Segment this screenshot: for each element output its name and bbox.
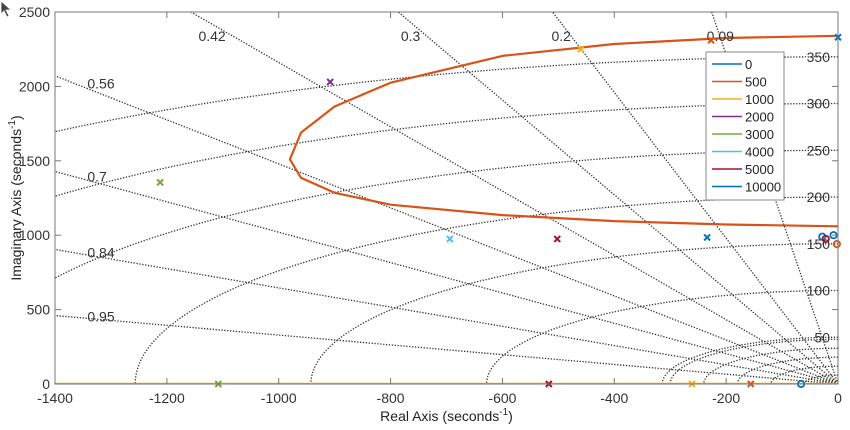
axes-box <box>54 11 839 385</box>
legend-label: 3000 <box>745 127 774 142</box>
damping-grid-label: 0.84 <box>87 244 114 260</box>
damping-grid-line <box>397 12 838 384</box>
frequency-grid-label: 50 <box>814 329 830 345</box>
x-tick-label: -800 <box>377 390 405 406</box>
damping-grid-line <box>55 314 838 384</box>
x-axis-label: Real Axis (seconds-1) <box>380 407 513 424</box>
damping-grid-line <box>55 170 838 384</box>
locus-branch-500 <box>288 34 838 228</box>
frequency-grid-arc <box>310 243 838 384</box>
frequency-grid-label: 100 <box>807 283 831 299</box>
y-tick-label: 1500 <box>19 153 50 169</box>
pole-marker <box>156 178 164 187</box>
legend-box <box>705 51 785 201</box>
frequency-grid-arc <box>55 102 838 197</box>
frequency-grid-arc <box>703 347 838 384</box>
cursor-arrow-icon <box>0 0 13 18</box>
legend: 0 500 1000 2000 3000 4000 5000 10000 <box>705 51 785 201</box>
plot-area <box>55 12 838 384</box>
damping-grid-label: 0.95 <box>87 308 114 324</box>
y-axis-label: Imaginary Axis (seconds-1) <box>7 115 24 280</box>
damping-grid-label: 0.56 <box>87 76 114 92</box>
frequency-grid-arc <box>770 365 838 384</box>
pole-marker <box>703 233 711 242</box>
x-tick-label: -1200 <box>149 390 185 406</box>
damping-grid-label: 0.7 <box>87 169 107 185</box>
pole-marker <box>577 45 585 53</box>
x-tick-label: -600 <box>488 390 516 406</box>
x-tick-label: 0 <box>834 390 842 406</box>
legend-label: 5000 <box>745 162 774 177</box>
frequency-grid-label: 150 <box>807 236 831 252</box>
pole-marker <box>446 235 454 243</box>
frequency-grid-label: 350 <box>807 49 831 65</box>
frequency-grid-arc <box>485 289 838 384</box>
legend-label: 500 <box>745 75 767 90</box>
x-tick-label: -1000 <box>261 390 297 406</box>
legend-label: 0 <box>745 57 752 72</box>
x-tick-label: -400 <box>600 390 628 406</box>
damping-grid-line <box>552 12 838 384</box>
y-tick-label: 500 <box>27 302 51 318</box>
legend-label: 1000 <box>745 92 774 107</box>
x-tick-label: -200 <box>712 390 740 406</box>
frequency-grid-label: 300 <box>807 96 831 112</box>
legend-label: 2000 <box>745 110 774 125</box>
frequency-grid-arc <box>803 374 838 384</box>
legend-label: 10000 <box>745 180 781 195</box>
damping-grid-label: 0.09 <box>707 28 734 44</box>
legend-label: 4000 <box>745 145 774 160</box>
damping-grid-label: 0.3 <box>401 28 421 44</box>
y-tick-label: 0 <box>42 376 50 392</box>
y-tick-label: 2500 <box>19 4 50 20</box>
x-tick-label: -1400 <box>37 390 73 406</box>
damping-grid-line <box>55 75 838 384</box>
y-tick-label: 2000 <box>19 78 50 94</box>
zero-marker <box>821 234 830 244</box>
pole-marker <box>707 36 715 44</box>
frequency-grid-label: 250 <box>807 142 831 158</box>
zero-marker <box>832 240 841 249</box>
damping-grid-line <box>55 248 838 384</box>
frequency-grid-arc <box>55 149 838 279</box>
frequency-grid-label: 200 <box>807 189 831 205</box>
pole-marker <box>553 235 561 243</box>
damping-grid-label: 0.2 <box>551 28 571 44</box>
pole-marker <box>326 78 334 86</box>
damping-grid-label: 0.42 <box>198 28 225 44</box>
y-tick-label: 1000 <box>19 227 50 243</box>
